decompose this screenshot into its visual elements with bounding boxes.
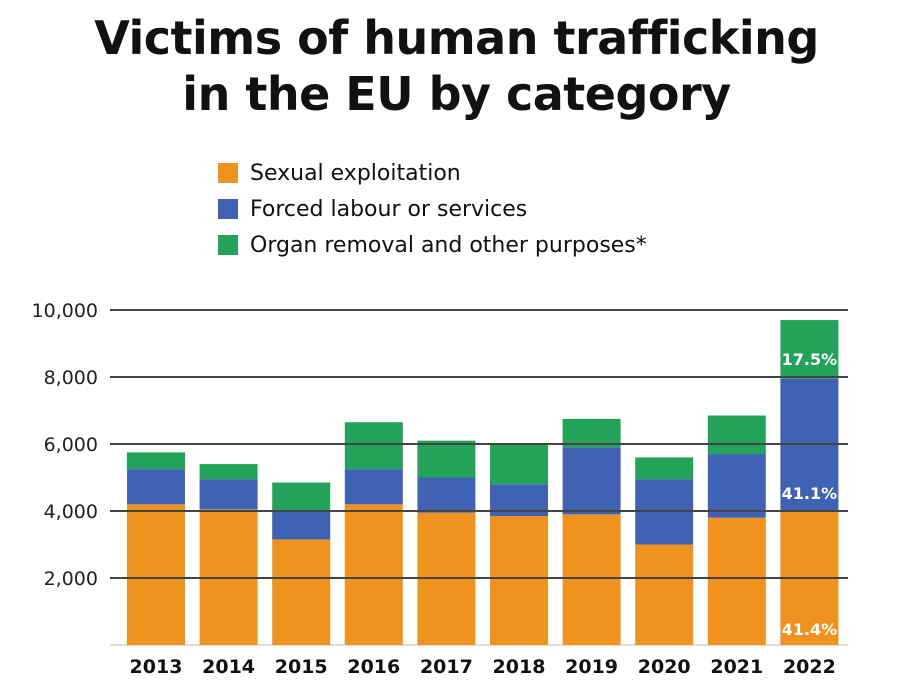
x-tick-label: 2022 [783, 656, 836, 678]
bars [127, 320, 839, 645]
data-label: 41.1% [782, 484, 838, 503]
bar-2015-series-2 [272, 482, 331, 511]
legend-label-forced-labour: Forced labour or services [250, 196, 528, 222]
bar-2019-series-1 [562, 447, 621, 515]
legend-item-organ-removal: Organ removal and other purposes* [218, 227, 647, 263]
x-tick-label: 2018 [493, 656, 546, 678]
bar-2021-series-0 [707, 517, 766, 645]
bar-2017-series-1 [417, 477, 476, 513]
legend-swatch-sexual-exploitation [218, 163, 238, 183]
bar-2015-series-1 [272, 511, 331, 540]
bar-2013-series-2 [127, 452, 185, 470]
legend-swatch-organ-removal [218, 235, 238, 255]
legend-label-sexual-exploitation: Sexual exploitation [250, 160, 461, 186]
legend-item-sexual-exploitation: Sexual exploitation [218, 155, 647, 191]
legend-swatch-forced-labour [218, 199, 238, 219]
x-tick-label: 2013 [130, 656, 183, 678]
y-tick-label: 2,000 [44, 568, 98, 590]
bar-2017-series-2 [417, 440, 476, 478]
bar-2016-series-1 [344, 469, 403, 505]
bar-2016-series-2 [344, 422, 403, 470]
bar-2021-series-2 [707, 415, 766, 455]
bar-2019-series-0 [562, 514, 621, 645]
bar-2018-series-2 [490, 444, 548, 485]
bar-2014-series-2 [199, 464, 258, 480]
x-tick-label: 2019 [565, 656, 618, 678]
annotations: 41.4% 41.1% 17.5% [782, 350, 838, 639]
y-tick-label: 4,000 [44, 501, 98, 523]
legend: Sexual exploitation Forced labour or ser… [218, 155, 647, 263]
bar-2019-series-2 [562, 418, 621, 448]
x-tick-label: 2014 [202, 656, 255, 678]
bar-2014-series-1 [199, 479, 258, 510]
bar-2013-series-1 [127, 469, 185, 505]
bar-2013-series-0 [127, 504, 185, 645]
bar-2020-series-2 [635, 457, 694, 480]
bar-2018-series-0 [490, 516, 548, 645]
chart-title-line-1: Victims of human trafficking [94, 11, 819, 65]
x-axis: 2013 2014 2015 2016 2017 2018 2019 2020 2021 2022 [130, 656, 836, 678]
bar-2015-series-0 [272, 539, 331, 645]
y-tick-label: 8,000 [44, 367, 98, 389]
data-label: 41.4% [782, 620, 838, 639]
x-tick-label: 2016 [347, 656, 400, 678]
legend-item-forced-labour: Forced labour or services [218, 191, 647, 227]
gridlines-front [110, 309, 848, 579]
y-tick-label: 10,000 [32, 300, 98, 322]
y-tick-label: 6,000 [44, 434, 98, 456]
bar-2016-series-0 [344, 504, 403, 645]
x-tick-label: 2015 [275, 656, 328, 678]
y-axis: 2,000 4,000 6,000 8,000 10,000 [32, 300, 98, 590]
x-tick-label: 2017 [420, 656, 473, 678]
data-label: 17.5% [782, 350, 838, 369]
legend-label-organ-removal: Organ removal and other purposes* [250, 232, 647, 258]
x-tick-label: 2020 [638, 656, 691, 678]
chart-title: Victims of human trafficking in the EU b… [0, 10, 913, 122]
x-tick-label: 2021 [710, 656, 763, 678]
bar-2020-series-0 [635, 544, 694, 645]
bar-2021-series-1 [707, 454, 766, 518]
bar-2022-series-2 [780, 320, 839, 379]
chart-title-line-2: in the EU by category [182, 67, 731, 121]
